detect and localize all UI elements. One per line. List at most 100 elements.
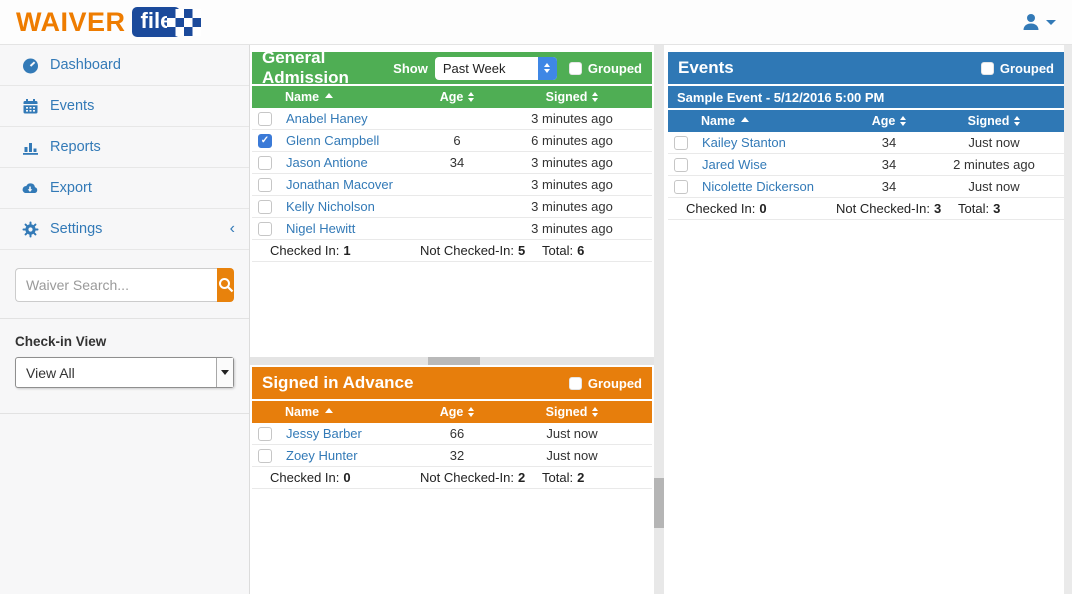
user-icon <box>1023 14 1039 30</box>
waiver-name-link[interactable]: Nigel Hewitt <box>286 221 356 236</box>
row-checkbox[interactable] <box>258 448 272 463</box>
show-select-value: Past Week <box>442 60 506 76</box>
row-checkbox[interactable] <box>258 133 272 148</box>
signed-cell: 2 minutes ago <box>953 157 1035 172</box>
table-row: Glenn Campbell 6 6 minutes ago <box>252 130 652 152</box>
vertical-scrollbar[interactable] <box>654 45 664 594</box>
vertical-scrollbar-thumb[interactable] <box>654 478 664 528</box>
checked-in-value: 0 <box>343 470 351 485</box>
waiver-name-link[interactable]: Zoey Hunter <box>286 448 358 463</box>
checkered-flag-icon <box>167 8 202 36</box>
waiver-name-link[interactable]: Anabel Haney <box>286 111 368 126</box>
row-checkbox[interactable] <box>258 155 272 170</box>
waiver-name-link[interactable]: Kailey Stanton <box>702 135 786 150</box>
table-header: Name Age Signed <box>252 401 652 423</box>
sidebar: Dashboard Events Reports Export Settings… <box>0 45 250 594</box>
grouped-checkbox[interactable] <box>980 61 994 75</box>
row-checkbox[interactable] <box>258 111 272 126</box>
total-label: Total: <box>542 470 574 485</box>
total-value: 3 <box>993 201 1001 216</box>
column-header-signed[interactable]: Signed <box>492 90 652 104</box>
table-header: Name Age Signed <box>252 86 652 108</box>
horizontal-scrollbar[interactable] <box>250 357 654 365</box>
table-row: Nigel Hewitt 3 minutes ago <box>252 218 652 240</box>
sidebar-item-reports[interactable]: Reports <box>0 127 249 168</box>
checkin-view-select[interactable]: View All <box>15 357 234 388</box>
waiver-name-link[interactable]: Glenn Campbell <box>286 133 380 148</box>
column-header-age[interactable]: Age <box>422 90 492 104</box>
panel-title: Events <box>678 58 734 77</box>
age-cell: 34 <box>881 135 897 150</box>
row-checkbox[interactable] <box>258 426 272 441</box>
search-input[interactable] <box>15 268 217 302</box>
row-checkbox[interactable] <box>258 177 272 192</box>
total-value: 2 <box>577 470 585 485</box>
logo-waiver-text: WAIVER <box>16 6 126 37</box>
table-header: Name Age Signed <box>668 110 1064 132</box>
waiver-name-link[interactable]: Jason Antione <box>286 155 368 170</box>
sidebar-item-export[interactable]: Export <box>0 168 249 209</box>
table-row: Jessy Barber 66 Just now <box>252 423 652 445</box>
row-checkbox[interactable] <box>258 221 272 236</box>
column-header-signed[interactable]: Signed <box>492 405 652 419</box>
horizontal-scrollbar-thumb[interactable] <box>428 357 480 365</box>
grouped-checkbox[interactable] <box>568 376 582 390</box>
search-button[interactable] <box>217 268 234 302</box>
signed-cell: 3 minutes ago <box>531 111 613 126</box>
sidebar-item-label: Export <box>50 180 92 196</box>
waiver-search <box>15 268 234 302</box>
checked-in-label: Checked In: <box>270 470 340 485</box>
row-checkbox[interactable] <box>258 199 272 214</box>
column-header-name[interactable]: Name <box>694 114 854 128</box>
table-row: Nicolette Dickerson 34 Just now <box>668 176 1064 198</box>
total-value: 6 <box>577 243 585 258</box>
waiver-name-link[interactable]: Nicolette Dickerson <box>702 179 814 194</box>
not-checked-in-value: 3 <box>933 201 942 216</box>
not-checked-in-label: Not Checked-In: <box>420 243 514 258</box>
table-row: Kelly Nicholson 3 minutes ago <box>252 196 652 218</box>
sort-asc-icon <box>741 117 750 122</box>
age-cell: 6 <box>453 133 461 148</box>
not-checked-in-label: Not Checked-In: <box>420 470 514 485</box>
waiver-name-link[interactable]: Jonathan Macover <box>286 177 393 192</box>
sort-both-icon <box>592 407 599 417</box>
collapse-chevron-icon[interactable]: ‹ <box>229 220 235 237</box>
table-row: Jason Antione 34 3 minutes ago <box>252 152 652 174</box>
dashboard-gauge-icon <box>20 57 40 74</box>
select-spinner-icon <box>537 56 557 80</box>
sidebar-item-dashboard[interactable]: Dashboard <box>0 45 249 86</box>
row-checkbox[interactable] <box>674 179 688 194</box>
caret-down-icon <box>1046 19 1056 25</box>
grouped-checkbox[interactable] <box>568 61 582 75</box>
sidebar-divider <box>0 413 249 414</box>
waiver-name-link[interactable]: Jessy Barber <box>286 426 362 441</box>
sidebar-item-settings[interactable]: Settings ‹ <box>0 209 249 250</box>
show-select[interactable]: Past Week <box>434 56 557 80</box>
column-header-signed[interactable]: Signed <box>924 114 1064 128</box>
checked-in-value: 1 <box>343 243 351 258</box>
cloud-download-icon <box>20 181 40 196</box>
signed-cell: 3 minutes ago <box>531 199 613 214</box>
vertical-scrollbar-right[interactable] <box>1064 45 1072 594</box>
sidebar-item-events[interactable]: Events <box>0 86 249 127</box>
panel-title: Signed in Advance <box>262 373 414 392</box>
column-header-name[interactable]: Name <box>278 90 422 104</box>
row-checkbox[interactable] <box>674 135 688 150</box>
waiver-name-link[interactable]: Jared Wise <box>702 157 768 172</box>
waiver-name-link[interactable]: Kelly Nicholson <box>286 199 375 214</box>
user-menu[interactable] <box>1021 12 1056 32</box>
row-checkbox[interactable] <box>674 157 688 172</box>
waiverfile-logo[interactable]: WAIVER file <box>16 6 202 38</box>
gear-icon <box>20 221 40 238</box>
not-checked-in-value: 5 <box>517 243 526 258</box>
signed-cell: Just now <box>968 179 1020 194</box>
checked-in-value: 0 <box>759 201 767 216</box>
column-header-age[interactable]: Age <box>854 114 924 128</box>
table-footer: Checked In: 0 Not Checked-In: 2 Total: 2 <box>252 467 652 489</box>
panel-title: General Admission <box>262 48 349 87</box>
column-header-age[interactable]: Age <box>422 405 492 419</box>
checked-in-label: Checked In: <box>270 243 340 258</box>
signed-cell: Just now <box>546 448 598 463</box>
sort-both-icon <box>468 92 475 102</box>
column-header-name[interactable]: Name <box>278 405 422 419</box>
